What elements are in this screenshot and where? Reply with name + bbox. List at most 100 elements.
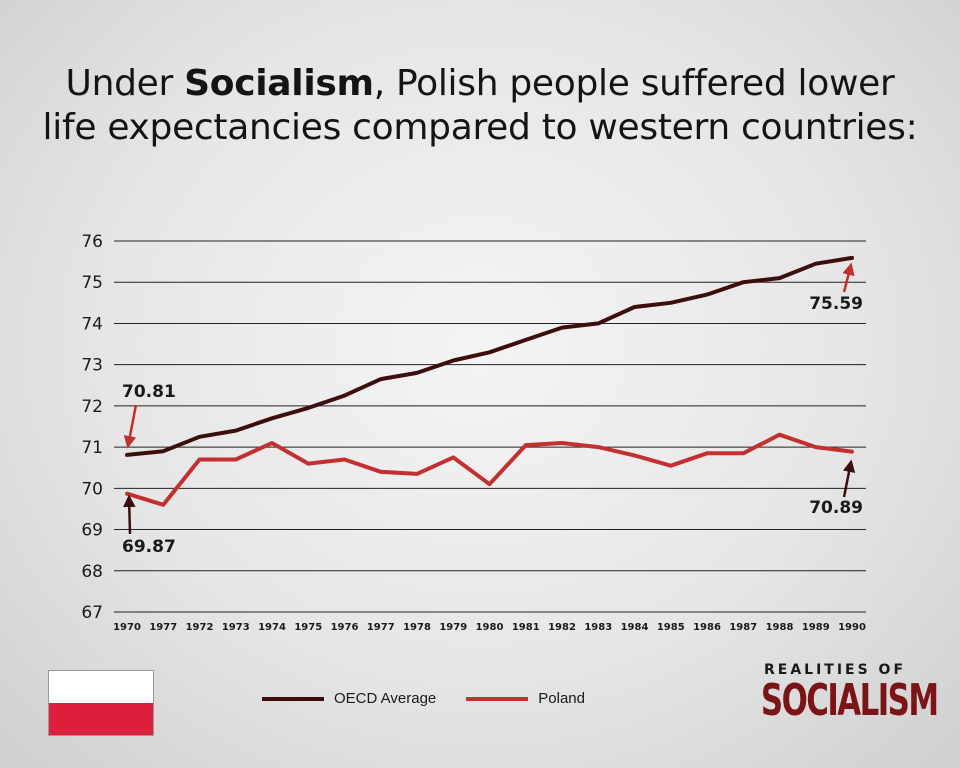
- data-point-poland: [669, 464, 673, 468]
- data-point-oecd: [451, 359, 455, 363]
- data-point-poland: [741, 451, 745, 455]
- data-label: 70.81: [122, 382, 176, 402]
- data-point-poland: [270, 441, 274, 445]
- data-point-oecd: [198, 435, 201, 439]
- data-point-poland: [198, 457, 201, 461]
- data-point-oecd: [669, 301, 673, 305]
- series-line-poland: [125, 432, 854, 507]
- x-tick-label: 1986: [693, 622, 721, 633]
- annotation-arrow: [842, 262, 855, 293]
- x-tick-label: 1978: [403, 622, 431, 633]
- brand-line-1: REALITIES OF: [763, 662, 907, 678]
- poland-flag: [48, 670, 154, 736]
- x-tick-label: 1987: [729, 622, 757, 633]
- data-point-oecd: [705, 293, 709, 297]
- data-point-oecd: [741, 280, 745, 284]
- y-tick-label: 75: [81, 273, 103, 293]
- data-point-oecd: [560, 326, 564, 330]
- data-point-poland: [161, 503, 165, 507]
- data-point-oecd: [270, 416, 274, 420]
- data-point-poland: [125, 492, 129, 496]
- chart-title: Under Socialism, Polish people suffered …: [40, 62, 920, 150]
- y-tick-label: 76: [81, 232, 103, 252]
- data-point-poland: [850, 450, 854, 454]
- x-tick-label: 1977: [367, 622, 395, 633]
- legend-item-oecd: OECD Average: [262, 690, 436, 707]
- y-tick-label: 69: [81, 521, 103, 541]
- data-point-oecd: [234, 429, 238, 433]
- annotation-arrow: [123, 404, 138, 449]
- data-point-poland: [705, 451, 709, 455]
- data-point-oecd: [778, 276, 781, 280]
- data-point-poland: [415, 472, 419, 476]
- data-point-oecd: [633, 305, 636, 309]
- flag-white-stripe: [49, 671, 153, 703]
- data-point-poland: [524, 443, 528, 447]
- series-line-oecd: [125, 255, 854, 457]
- y-tick-label: 74: [81, 314, 103, 334]
- data-point-poland: [488, 482, 491, 486]
- data-point-poland: [343, 457, 346, 461]
- data-point-oecd: [415, 371, 419, 375]
- x-tick-label: 1976: [331, 622, 359, 633]
- y-tick-label: 71: [81, 438, 103, 458]
- data-point-poland: [234, 457, 238, 461]
- y-tick-label: 73: [81, 356, 103, 376]
- data-label: 69.87: [122, 537, 176, 557]
- x-tick-label: 1973: [222, 622, 250, 633]
- data-point-oecd: [125, 453, 129, 457]
- x-tick-label: 1988: [766, 622, 794, 633]
- legend-label-oecd: OECD Average: [334, 690, 437, 707]
- x-tick-label: 1977: [149, 622, 177, 633]
- brand-logo: REALITIES OF SOCIALISM: [740, 662, 939, 726]
- data-point-oecd: [306, 406, 310, 410]
- legend-swatch-poland: [466, 696, 529, 701]
- x-tick-label: 1983: [584, 622, 612, 633]
- x-tick-label: 1989: [802, 622, 830, 633]
- title-bold-word: Socialism: [184, 63, 374, 104]
- x-tick-label: 1985: [657, 622, 685, 633]
- data-point-poland: [560, 441, 564, 445]
- data-point-poland: [633, 453, 636, 457]
- data-point-oecd: [850, 256, 854, 260]
- annotation-arrow: [123, 494, 136, 535]
- data-label: 75.59: [809, 294, 863, 314]
- legend-label-poland: Poland: [538, 690, 585, 707]
- x-tick-label: 1972: [186, 622, 214, 633]
- brand-line-2: SOCIALISM: [760, 675, 939, 726]
- y-tick-label: 67: [81, 603, 103, 623]
- flag-red-stripe: [49, 703, 153, 735]
- x-tick-label: 1979: [439, 622, 467, 633]
- annotation-arrow: [842, 459, 856, 498]
- x-tick-label: 1970: [113, 622, 141, 633]
- x-tick-label: 1980: [476, 622, 504, 633]
- x-tick-label: 1990: [838, 622, 866, 633]
- y-tick-label: 70: [81, 479, 103, 499]
- legend-swatch-oecd: [262, 696, 324, 701]
- data-point-poland: [596, 445, 600, 449]
- x-tick-label: 1984: [621, 622, 649, 633]
- legend-item-poland: Poland: [466, 690, 585, 707]
- data-point-oecd: [379, 377, 383, 381]
- data-point-oecd: [814, 262, 818, 266]
- data-point-oecd: [596, 321, 600, 325]
- title-part-1: Under: [65, 63, 185, 104]
- data-point-oecd: [524, 338, 528, 342]
- data-point-poland: [379, 470, 383, 474]
- x-tick-label: 1981: [512, 622, 540, 633]
- data-label: 70.89: [809, 498, 863, 518]
- data-point-oecd: [343, 394, 346, 398]
- y-tick-label: 68: [81, 562, 103, 582]
- data-point-oecd: [488, 350, 491, 354]
- data-point-poland: [306, 462, 310, 466]
- x-tick-label: 1974: [258, 622, 286, 633]
- chart-legend: OECD Average Poland: [262, 690, 615, 707]
- x-tick-label: 1982: [548, 622, 576, 633]
- line-chart: 67 68 69 70 71 72 73 74 75 76 1970 1977 1972 1973 1974…: [81, 232, 866, 633]
- data-point-poland: [778, 433, 781, 437]
- data-point-oecd: [161, 449, 165, 453]
- x-tick-label: 1975: [294, 622, 322, 633]
- y-tick-label: 72: [81, 397, 103, 417]
- data-point-poland: [814, 445, 818, 449]
- data-point-poland: [451, 455, 455, 459]
